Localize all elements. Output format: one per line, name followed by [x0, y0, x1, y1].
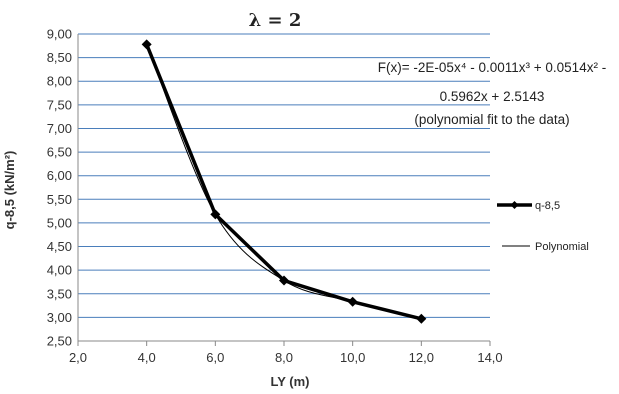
- x-tick-label: 10,0: [340, 350, 365, 365]
- x-axis-title: LY (m): [270, 374, 309, 389]
- x-tick-label: 6,0: [206, 350, 224, 365]
- data-point: [279, 275, 289, 286]
- data-point: [141, 39, 152, 50]
- y-tick-label: 2,50: [47, 334, 72, 349]
- data-point: [347, 296, 358, 307]
- legend: q-8,5 Polynomial: [497, 200, 589, 253]
- fit-equation-annotation: F(x)= -2E-05x⁴ - 0.0011x³ + 0.0514x² - 0…: [378, 60, 606, 127]
- legend-entry-polynomial: Polynomial: [502, 241, 589, 253]
- data-point: [416, 313, 427, 324]
- y-axis-title: q-8,5 (kN/m²): [2, 151, 17, 230]
- y-tick-label: 7,00: [47, 121, 72, 136]
- x-axis-ticks: 2,0 4,0 6,0 8,0 10,0 12,0 14,0: [69, 340, 503, 365]
- data-point: [210, 209, 221, 220]
- y-tick-label: 7,50: [47, 97, 72, 112]
- x-tick-label: 14,0: [477, 350, 502, 365]
- equation-line-1: F(x)= -2E-05x⁴ - 0.0011x³ + 0.0514x² -: [378, 60, 606, 75]
- y-tick-label: 8,00: [47, 74, 72, 89]
- legend-label-q-8-5: q-8,5: [535, 200, 560, 212]
- x-tick-label: 12,0: [409, 350, 434, 365]
- x-tick-label: 8,0: [275, 350, 293, 365]
- x-tick-label: 2,0: [69, 350, 87, 365]
- y-tick-label: 9,00: [47, 27, 72, 42]
- legend-label-polynomial: Polynomial: [535, 241, 589, 253]
- y-tick-label: 8,50: [47, 50, 72, 65]
- equation-line-2: 0.5962x + 2.5143: [440, 89, 545, 104]
- grid: [78, 33, 490, 342]
- y-tick-label: 6,00: [47, 168, 72, 183]
- series-q-8-5: [141, 39, 427, 324]
- equation-line-3: (polynomial fit to the data): [414, 112, 569, 127]
- y-tick-label: 5,00: [47, 215, 72, 230]
- y-tick-label: 4,50: [47, 239, 72, 254]
- y-tick-label: 6,50: [47, 145, 72, 160]
- x-tick-label: 4,0: [138, 350, 156, 365]
- legend-marker-q-8-5: [510, 201, 519, 209]
- y-tick-label: 3,50: [47, 286, 72, 301]
- y-tick-label: 3,00: [47, 310, 72, 325]
- legend-entry-q-8-5: q-8,5: [497, 200, 560, 212]
- y-tick-label: 5,50: [47, 192, 72, 207]
- y-tick-label: 4,00: [47, 263, 72, 278]
- chart-title: λ = 2: [249, 10, 302, 31]
- y-axis-ticks: 2,50 3,00 3,50 4,00 4,50 5,00 5,50 6,00 6,50 7,00…: [47, 27, 79, 349]
